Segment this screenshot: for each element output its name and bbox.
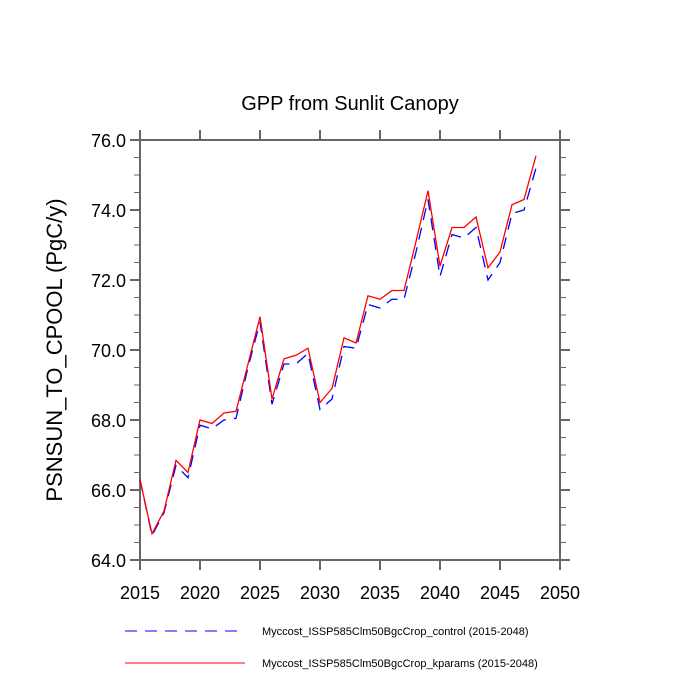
- chart-title: GPP from Sunlit Canopy: [241, 93, 459, 115]
- x-tick-label: 2025: [240, 583, 280, 603]
- x-tick-label: 2040: [420, 583, 460, 603]
- y-tick-label: 74.0: [91, 201, 126, 221]
- plot-frame: [139, 139, 561, 561]
- legend-label-1: Myccost_ISSP585Clm50BgcCrop_kparams (201…: [262, 658, 538, 670]
- legend-label-0: Myccost_ISSP585Clm50BgcCrop_control (201…: [262, 626, 529, 638]
- series-line-0: [139, 167, 537, 538]
- y-tick-label: 68.0: [91, 411, 126, 431]
- y-tick-label: 64.0: [91, 551, 126, 571]
- y-axis-label: PSNSUN_TO_CPOOL (PgC/y): [42, 198, 67, 501]
- y-tick-label: 76.0: [91, 131, 126, 151]
- y-tick-label: 66.0: [91, 481, 126, 501]
- x-tick-label: 2015: [120, 583, 160, 603]
- x-tick-label: 2050: [540, 583, 580, 603]
- y-tick-label: 70.0: [91, 341, 126, 361]
- x-tick-label: 2030: [300, 583, 340, 603]
- y-tick-label: 72.0: [91, 271, 126, 291]
- series-line-1: [139, 155, 537, 536]
- x-tick-label: 2020: [180, 583, 220, 603]
- x-tick-label: 2035: [360, 583, 400, 603]
- x-tick-label: 2045: [480, 583, 520, 603]
